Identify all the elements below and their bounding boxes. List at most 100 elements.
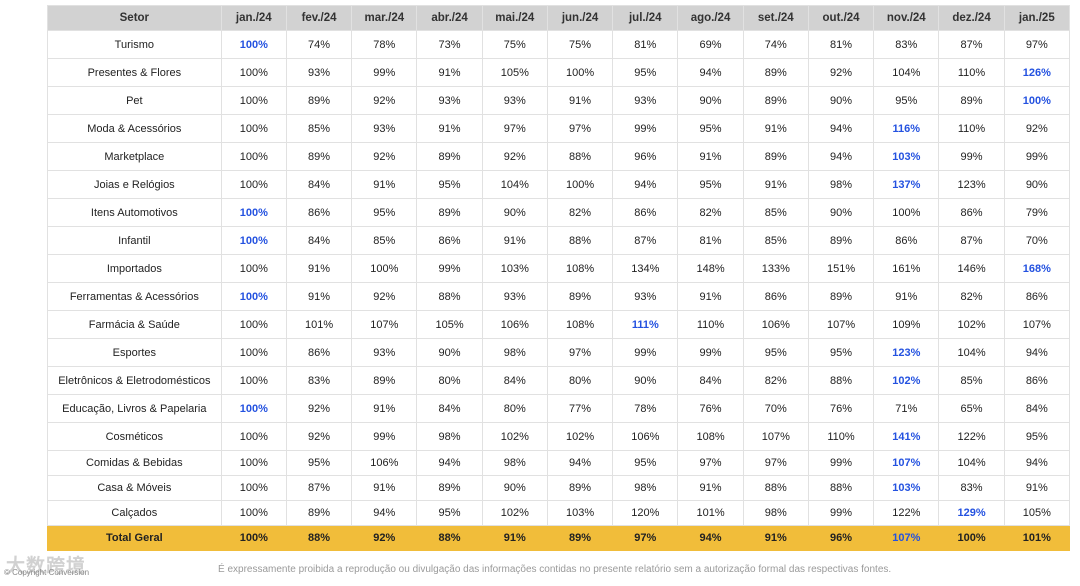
table-row: Cosméticos 100% 92% 99% 98% 102% 102% 106% 108% 1… xyxy=(47,422,1071,451)
value-cell: 104% xyxy=(873,58,940,87)
value-cell: 92% xyxy=(351,282,418,311)
value-cell: 92% xyxy=(351,142,418,171)
table-row: Joias e Relógios 100% 84% 91% 95% 104% 100% 94%… xyxy=(47,170,1071,199)
value-cell: 88% xyxy=(546,226,614,255)
value-cell: 100% xyxy=(351,254,418,283)
table-row: Esportes 100% 86% 93% 90% 98% 97% 99% 99% 95% 95% 1… xyxy=(47,338,1071,367)
value-cell: 95% xyxy=(742,338,809,367)
table-row: Pet 100% 89% 92% 93% 93% 91% 93% 90% 89% 90% 95% 89%… xyxy=(47,86,1071,115)
value-cell: 65% xyxy=(938,394,1005,423)
value-cell: 100% xyxy=(220,170,287,199)
table-row: Marketplace 100% 89% 92% 89% 92% 88% 96% 91% 89% 9… xyxy=(47,142,1071,171)
value-cell: 85% xyxy=(351,226,418,255)
value-cell: 89% xyxy=(742,142,809,171)
value-cell: 122% xyxy=(938,422,1005,451)
value-cell: 106% xyxy=(612,422,679,451)
value-cell: 86% xyxy=(612,198,679,227)
value-cell: 95% xyxy=(807,338,875,367)
column-header-month: mai./24 xyxy=(481,5,548,31)
sector-name: Calçados xyxy=(47,500,222,526)
value-cell: 107% xyxy=(351,310,418,339)
column-header-month: set./24 xyxy=(742,5,809,31)
value-cell: 120% xyxy=(612,500,679,526)
value-cell: 148% xyxy=(677,254,744,283)
value-cell: 107% xyxy=(873,450,940,476)
value-cell: 95% xyxy=(416,170,483,199)
value-cell: 91% xyxy=(351,170,418,199)
value-cell: 99% xyxy=(351,58,418,87)
table-row: Farmácia & Saúde 100% 101% 107% 105% 106% 108%… xyxy=(47,310,1071,339)
table-row: Turismo 100% 74% 78% 73% 75% 75% 81% 69% 74% 81% 83… xyxy=(47,30,1071,59)
table-row: Infantil 100% 84% 85% 86% 91% 88% 87% 81% 85% 89% 8… xyxy=(47,226,1071,255)
total-value-cell: 97% xyxy=(612,525,679,551)
sector-table: Setor jan./24 fev./24 mar./24 abr./24 mai./24… xyxy=(47,5,1071,551)
value-cell: 98% xyxy=(416,422,483,451)
value-cell: 84% xyxy=(285,226,353,255)
value-cell: 87% xyxy=(285,475,353,501)
value-cell: 76% xyxy=(807,394,875,423)
value-cell: 98% xyxy=(807,170,875,199)
sector-name: Moda & Acessórios xyxy=(47,114,222,143)
value-cell: 91% xyxy=(351,475,418,501)
value-cell: 101% xyxy=(677,500,744,526)
value-cell: 137% xyxy=(873,170,940,199)
value-cell: 97% xyxy=(481,114,548,143)
total-value-cell: 88% xyxy=(285,525,353,551)
value-cell: 90% xyxy=(612,366,679,395)
value-cell: 91% xyxy=(1003,475,1071,501)
value-cell: 91% xyxy=(677,282,744,311)
value-cell: 95% xyxy=(873,86,940,115)
value-cell: 88% xyxy=(416,282,483,311)
value-cell: 84% xyxy=(677,366,744,395)
value-cell: 95% xyxy=(285,450,353,476)
value-cell: 81% xyxy=(807,30,875,59)
value-cell: 168% xyxy=(1003,254,1071,283)
value-cell: 94% xyxy=(1003,338,1071,367)
value-cell: 99% xyxy=(677,338,744,367)
column-header-month: mar./24 xyxy=(351,5,418,31)
sector-name: Ferramentas & Acessórios xyxy=(47,282,222,311)
value-cell: 108% xyxy=(546,310,614,339)
value-cell: 86% xyxy=(1003,366,1071,395)
value-cell: 94% xyxy=(351,500,418,526)
value-cell: 85% xyxy=(742,198,809,227)
value-cell: 90% xyxy=(481,475,548,501)
value-cell: 93% xyxy=(481,282,548,311)
value-cell: 80% xyxy=(416,366,483,395)
total-value-cell: 89% xyxy=(546,525,614,551)
value-cell: 86% xyxy=(416,226,483,255)
value-cell: 88% xyxy=(742,475,809,501)
table-header: Setor jan./24 fev./24 mar./24 abr./24 mai./24… xyxy=(47,5,1071,31)
table-row: Comidas & Bebidas 100% 95% 106% 94% 98% 94% 95%… xyxy=(47,450,1071,476)
value-cell: 93% xyxy=(481,86,548,115)
value-cell: 103% xyxy=(873,475,940,501)
value-cell: 133% xyxy=(742,254,809,283)
value-cell: 100% xyxy=(220,366,287,395)
value-cell: 151% xyxy=(807,254,875,283)
value-cell: 104% xyxy=(938,450,1005,476)
value-cell: 103% xyxy=(481,254,548,283)
value-cell: 91% xyxy=(285,282,353,311)
value-cell: 86% xyxy=(873,226,940,255)
value-cell: 80% xyxy=(546,366,614,395)
total-value-cell: 94% xyxy=(677,525,744,551)
total-value-cell: 92% xyxy=(351,525,418,551)
value-cell: 94% xyxy=(1003,450,1071,476)
value-cell: 123% xyxy=(873,338,940,367)
value-cell: 91% xyxy=(351,394,418,423)
value-cell: 91% xyxy=(742,114,809,143)
value-cell: 82% xyxy=(938,282,1005,311)
value-cell: 100% xyxy=(220,254,287,283)
value-cell: 89% xyxy=(938,86,1005,115)
value-cell: 99% xyxy=(1003,142,1071,171)
value-cell: 134% xyxy=(612,254,679,283)
value-cell: 95% xyxy=(677,114,744,143)
value-cell: 97% xyxy=(742,450,809,476)
value-cell: 161% xyxy=(873,254,940,283)
value-cell: 123% xyxy=(938,170,1005,199)
total-label: Total Geral xyxy=(47,525,222,551)
value-cell: 95% xyxy=(677,170,744,199)
column-header-month: dez./24 xyxy=(938,5,1005,31)
value-cell: 116% xyxy=(873,114,940,143)
value-cell: 70% xyxy=(1003,226,1071,255)
